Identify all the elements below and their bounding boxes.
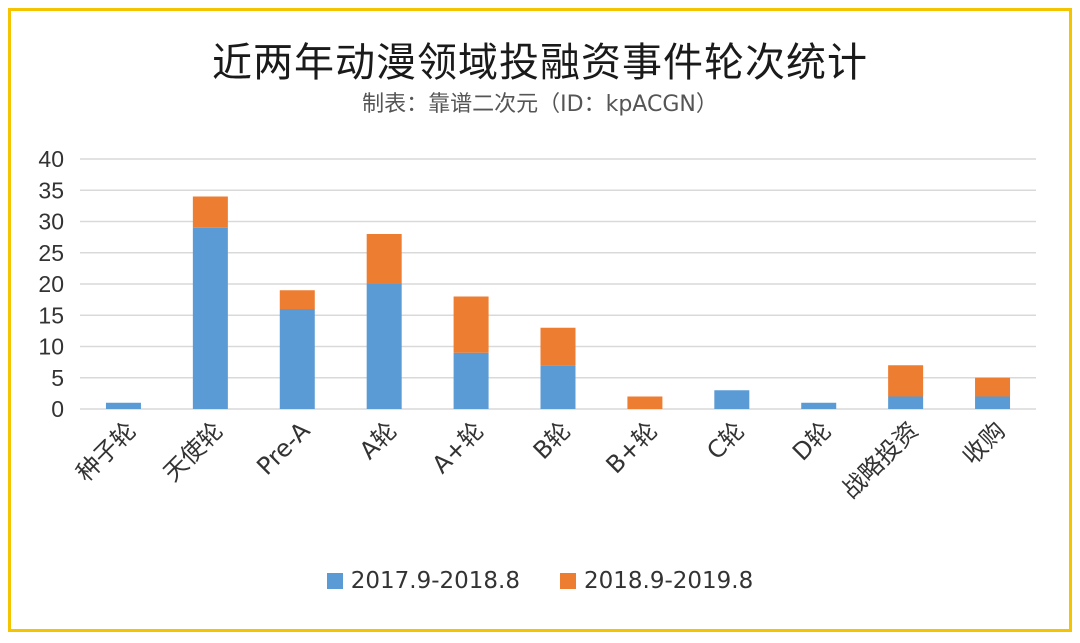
x-tick-label: Pre-A [251, 416, 316, 481]
bar-segment [192, 227, 228, 409]
x-tick-label: 种子轮 [71, 416, 142, 487]
x-tick-label: B+轮 [601, 416, 664, 479]
bar-segment [279, 309, 315, 409]
bar-segment [453, 352, 489, 409]
x-tick-label: D轮 [787, 416, 837, 466]
x-tick-label: 战略投资 [836, 416, 924, 504]
bar-segment [540, 327, 576, 366]
y-tick-label: 15 [38, 302, 64, 328]
bar-segment [975, 396, 1011, 409]
bar-segment [540, 365, 576, 409]
bar-segment [627, 396, 663, 409]
chart-title: 近两年动漫领域投融资事件轮次统计 [212, 40, 868, 86]
bar-segment [714, 390, 750, 409]
legend-label-series-2: 2018.9-2019.8 [584, 568, 754, 594]
legend-swatch-series-1 [326, 573, 343, 589]
y-tick-label: 5 [51, 365, 64, 391]
y-tick-label: 20 [38, 271, 64, 297]
x-tick-label: A+轮 [427, 416, 490, 479]
y-tick-label: 0 [51, 396, 64, 422]
chart-subtitle: 制表：靠谱二次元（ID：kpACGN） [362, 92, 718, 117]
y-tick-label: 40 [38, 146, 64, 172]
legend-item-series-2: 2018.9-2019.8 [560, 568, 753, 594]
bar-segment [888, 396, 924, 409]
legend-swatch-series-2 [560, 573, 576, 589]
x-tick-label: 天使轮 [158, 416, 229, 487]
bar-segment [366, 234, 402, 284]
bar-segment [801, 402, 837, 409]
legend: 2017.9-2018.8 2018.9-2019.8 [0, 568, 1080, 594]
x-tick-label: A轮 [354, 416, 402, 464]
y-tick-label: 30 [38, 209, 64, 235]
legend-label-series-1: 2017.9-2018.8 [350, 568, 520, 594]
bar-segment [453, 296, 489, 353]
bar-segment [975, 377, 1011, 397]
x-tick-label: B轮 [528, 416, 576, 464]
bar-segment [279, 290, 315, 309]
bar-segment [192, 196, 228, 228]
y-tick-label: 35 [38, 177, 64, 203]
y-tick-label: 10 [38, 334, 64, 360]
x-tick-label: 收购 [957, 416, 1011, 470]
bar-segment [888, 365, 924, 397]
bar-segment [366, 284, 402, 409]
x-tick-label: C轮 [701, 416, 750, 465]
bar-segment [105, 402, 141, 409]
legend-item-series-1: 2017.9-2018.8 [326, 568, 520, 594]
chart-frame [8, 8, 1072, 632]
y-tick-label: 25 [38, 240, 64, 266]
